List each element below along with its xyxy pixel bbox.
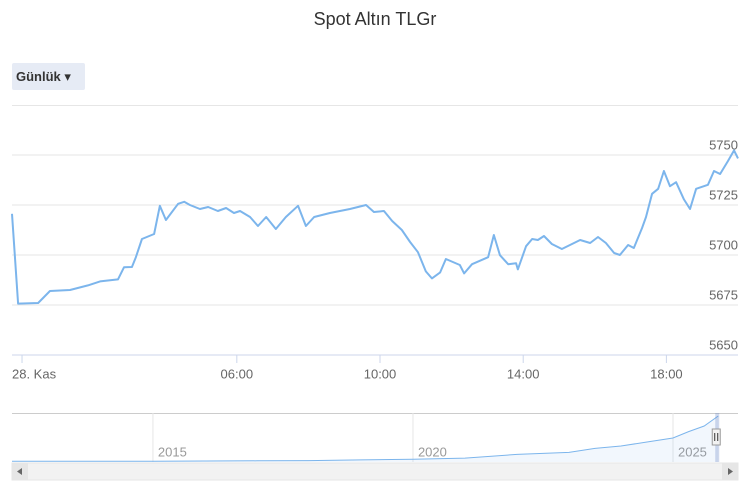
scroll-left[interactable] (12, 463, 28, 480)
x-tick-label: 06:00 (221, 366, 254, 381)
scroll-right[interactable] (722, 463, 738, 480)
scrollbar-track[interactable] (11, 462, 739, 481)
y-tick-label: 5650 (709, 337, 738, 352)
navigator-area (12, 416, 719, 462)
arrow-left (17, 468, 22, 475)
price-line (11, 149, 739, 305)
range-button[interactable]: Günlük ▾ (12, 63, 85, 90)
navigator-tick-label: 2015 (158, 444, 187, 459)
y-tick-label: 5750 (709, 137, 738, 152)
navigator-handle[interactable] (711, 428, 721, 446)
y-tick-label: 5675 (709, 287, 738, 302)
y-tick-label: 5700 (709, 237, 738, 252)
chart-title: Spot Altın TLGr (314, 9, 437, 29)
x-tick-label: 18:00 (650, 366, 683, 381)
arrow-right (728, 468, 733, 475)
x-tick-label: 10:00 (364, 366, 397, 381)
x-tick-label: 14:00 (507, 366, 540, 381)
range-button-label[interactable]: Günlük (16, 69, 61, 84)
navigator-tick-label: 2025 (678, 444, 707, 459)
navigator-line (11, 415, 719, 462)
x-tick-label: 28. Kas (12, 366, 57, 381)
navigator-tick-label: 2020 (418, 444, 447, 459)
y-tick-label: 5725 (709, 187, 738, 202)
navigator-selection (715, 413, 720, 462)
